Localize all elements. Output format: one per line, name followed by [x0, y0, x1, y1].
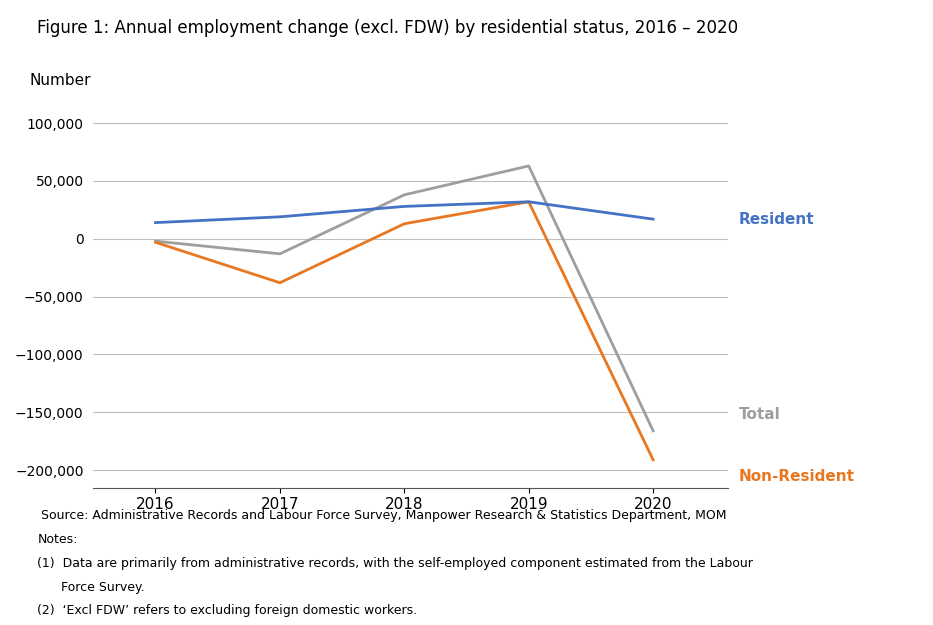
Text: Figure 1: Annual employment change (excl. FDW) by residential status, 2016 – 202: Figure 1: Annual employment change (excl… — [37, 19, 738, 37]
Text: Source: Administrative Records and Labour Force Survey, Manpower Research & Stat: Source: Administrative Records and Labou… — [37, 509, 727, 522]
Text: Non-Resident: Non-Resident — [739, 469, 855, 484]
Text: Notes:: Notes: — [37, 533, 77, 546]
Text: Resident: Resident — [739, 212, 815, 227]
Text: (2)  ‘Excl FDW’ refers to excluding foreign domestic workers.: (2) ‘Excl FDW’ refers to excluding forei… — [37, 604, 417, 618]
Text: (1)  Data are primarily from administrative records, with the self-employed comp: (1) Data are primarily from administrati… — [37, 557, 753, 570]
Text: Total: Total — [739, 407, 781, 422]
Text: Force Survey.: Force Survey. — [37, 581, 145, 594]
Text: Number: Number — [30, 73, 91, 88]
